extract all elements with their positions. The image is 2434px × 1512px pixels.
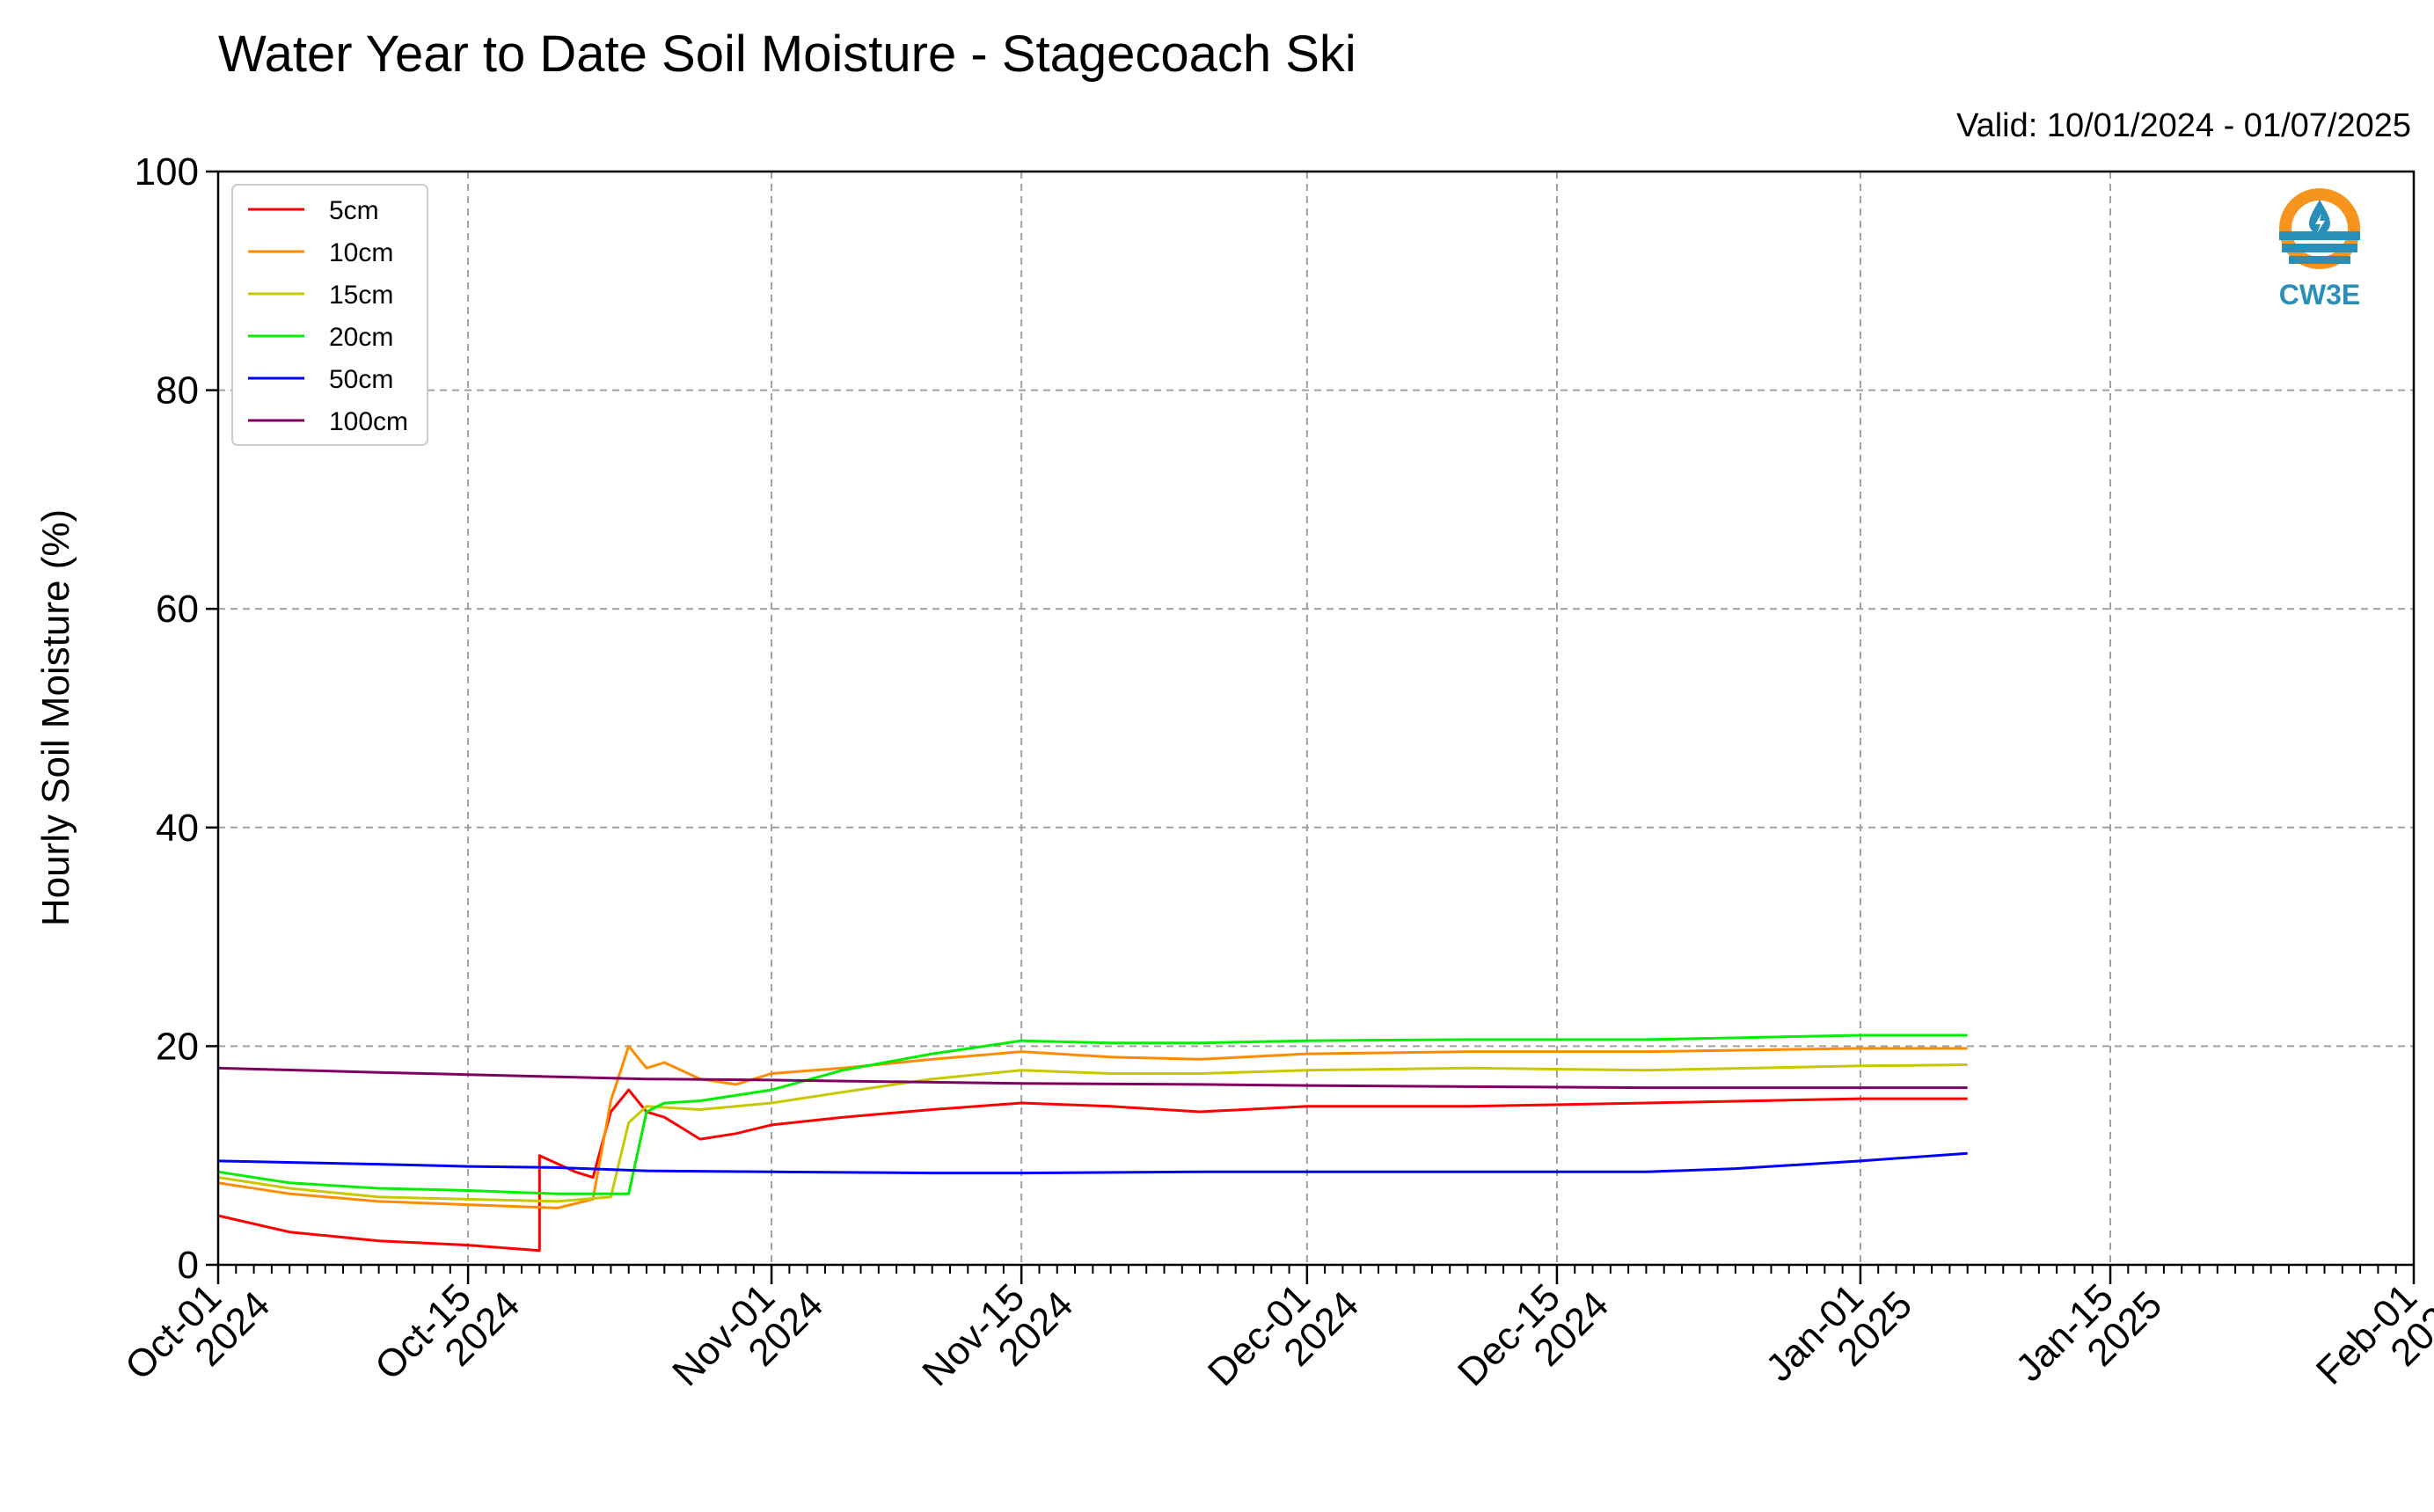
series-layer <box>217 1034 1968 1253</box>
chart-title: Water Year to Date Soil Moisture - Stage… <box>218 26 1356 83</box>
y-tick-label: 60 <box>156 588 199 631</box>
y-tick-label: 0 <box>178 1244 199 1287</box>
y-tick-label: 40 <box>156 807 199 850</box>
legend-label: 50cm <box>329 365 393 394</box>
series-line-10cm <box>217 1044 1968 1209</box>
series-line-15cm <box>217 1063 1968 1203</box>
series-line-20cm <box>217 1034 1968 1195</box>
series-line-5cm <box>217 1088 1968 1253</box>
legend-label: 15cm <box>329 281 393 310</box>
plot-frame <box>216 170 2416 1267</box>
valid-date-range: Valid: 10/01/2024 - 01/07/2025 <box>1956 107 2411 144</box>
series-line-50cm <box>217 1151 1968 1175</box>
y-axis-label: Hourly Soil Moisture (%) <box>34 509 77 926</box>
y-tick-label: 20 <box>156 1025 199 1068</box>
cw3e-logo: CW3E <box>2262 180 2377 321</box>
legend-label: 20cm <box>329 323 393 352</box>
legend-label: 5cm <box>329 196 379 225</box>
legend-label: 10cm <box>329 238 393 267</box>
legend-label: 100cm <box>329 407 408 436</box>
legend: 5cm 10cm 15cm 20cm 50cm 100cm <box>231 184 428 446</box>
y-tick-label: 80 <box>156 369 199 413</box>
y-tick-label: 100 <box>135 150 199 194</box>
grid-layer <box>218 172 2414 1265</box>
logo-text: CW3E <box>2278 279 2361 310</box>
series-line-100cm <box>217 1066 1968 1090</box>
cw3e-logo-icon <box>2279 188 2360 269</box>
